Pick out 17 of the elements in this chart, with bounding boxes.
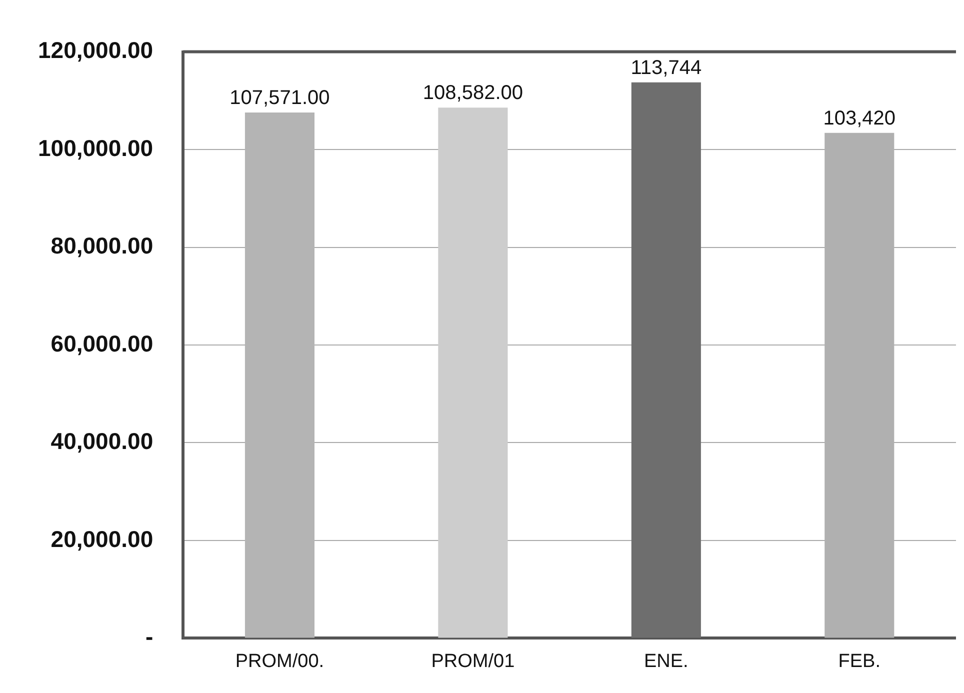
x-tick-label: FEB. <box>838 650 881 672</box>
data-label: 103,420 <box>823 107 896 130</box>
y-tick-label: 100,000.00 <box>38 134 154 161</box>
y-tick-label: 120,000.00 <box>38 37 154 64</box>
bar <box>631 82 701 638</box>
data-label: 107,571.00 <box>230 87 330 110</box>
x-tick-label: ENE. <box>644 650 688 672</box>
x-tick-label: PROM/00. <box>235 650 324 672</box>
y-tick-label: 40,000.00 <box>50 428 154 454</box>
y-tick-label: 80,000.00 <box>50 232 154 259</box>
y-tick-label: 20,000.00 <box>50 526 154 552</box>
y-tick-label: - <box>145 624 154 650</box>
bar <box>438 108 508 638</box>
data-label: 113,744 <box>630 56 702 79</box>
y-tick-label: 60,000.00 <box>50 330 154 356</box>
data-label: 108,582.00 <box>422 82 523 104</box>
x-tick-label: PROM/01 <box>431 650 515 672</box>
